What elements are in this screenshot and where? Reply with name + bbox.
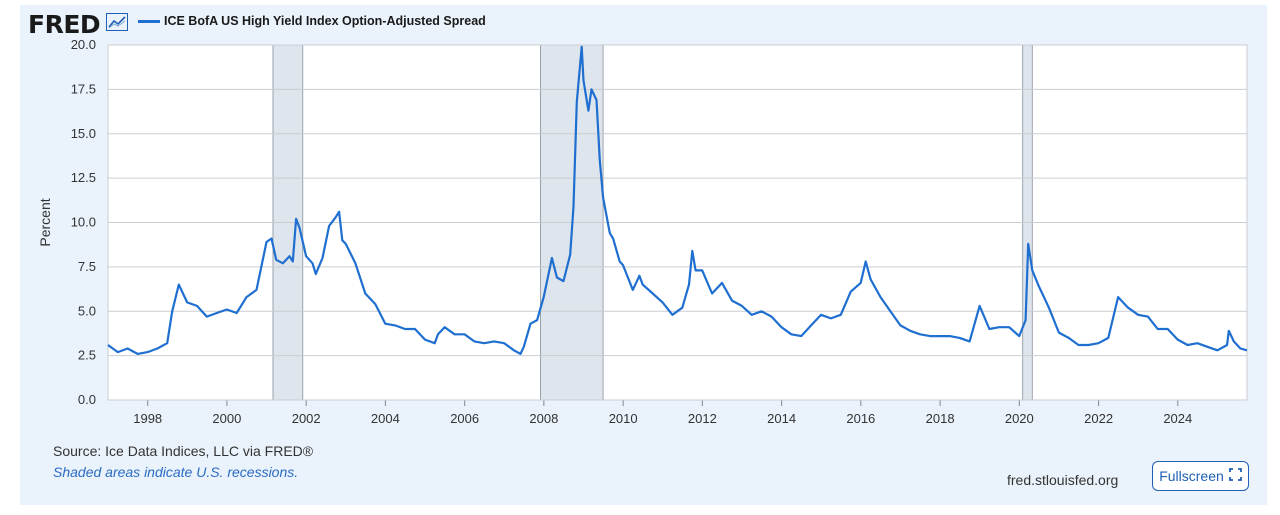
x-tick-label: 2008: [529, 411, 558, 426]
x-tick-label: 2002: [292, 411, 321, 426]
x-tick-label: 2004: [371, 411, 400, 426]
x-tick-label: 2016: [846, 411, 875, 426]
y-tick-label: 10.0: [71, 215, 96, 230]
chart-legend: ICE BofA US High Yield Index Option-Adju…: [138, 14, 486, 28]
y-tick-label: 17.5: [71, 81, 96, 96]
x-tick-label: 2022: [1084, 411, 1113, 426]
y-tick-label: 12.5: [71, 170, 96, 185]
y-axis-title: Percent: [37, 198, 53, 246]
recession-note: Shaded areas indicate U.S. recessions.: [53, 464, 299, 480]
x-tick-label: 1998: [133, 411, 162, 426]
y-tick-label: 0.0: [78, 392, 96, 407]
source-note: Source: Ice Data Indices, LLC via FRED®: [53, 443, 314, 459]
line-chart: 0.0 2.5 5.0 7.5 10.0 12.5 15.0 17.5 20.0 1998 2000…: [37, 37, 1248, 426]
y-tick-label: 2.5: [78, 348, 96, 363]
x-tick-label: 2012: [688, 411, 717, 426]
x-tick-label: 2006: [450, 411, 479, 426]
x-tick-label: 2018: [926, 411, 955, 426]
fred-logo[interactable]: FRED: [28, 9, 129, 39]
fred-logo-text: FRED: [28, 9, 101, 39]
y-tick-label: 20.0: [71, 37, 96, 52]
x-tick-label: 2020: [1005, 411, 1034, 426]
x-tick-label: 2024: [1163, 411, 1192, 426]
site-url[interactable]: fred.stlouisfed.org: [1007, 472, 1119, 488]
x-tick-label: 2010: [609, 411, 638, 426]
legend-series-name: ICE BofA US High Yield Index Option-Adju…: [164, 14, 486, 28]
x-tick-label: 2014: [767, 411, 796, 426]
y-tick-label: 5.0: [78, 303, 96, 318]
fullscreen-button[interactable]: Fullscreen: [1152, 461, 1249, 491]
plot-border: [107, 44, 1248, 401]
expand-icon: [1228, 468, 1242, 484]
y-tick-label: 15.0: [71, 126, 96, 141]
y-tick-label: 7.5: [78, 259, 96, 274]
fullscreen-label: Fullscreen: [1159, 468, 1224, 484]
line-chart-icon: [106, 12, 129, 36]
series-line: [107, 45, 1248, 355]
x-tick-label: 2000: [212, 411, 241, 426]
legend-line-swatch: [138, 19, 160, 23]
